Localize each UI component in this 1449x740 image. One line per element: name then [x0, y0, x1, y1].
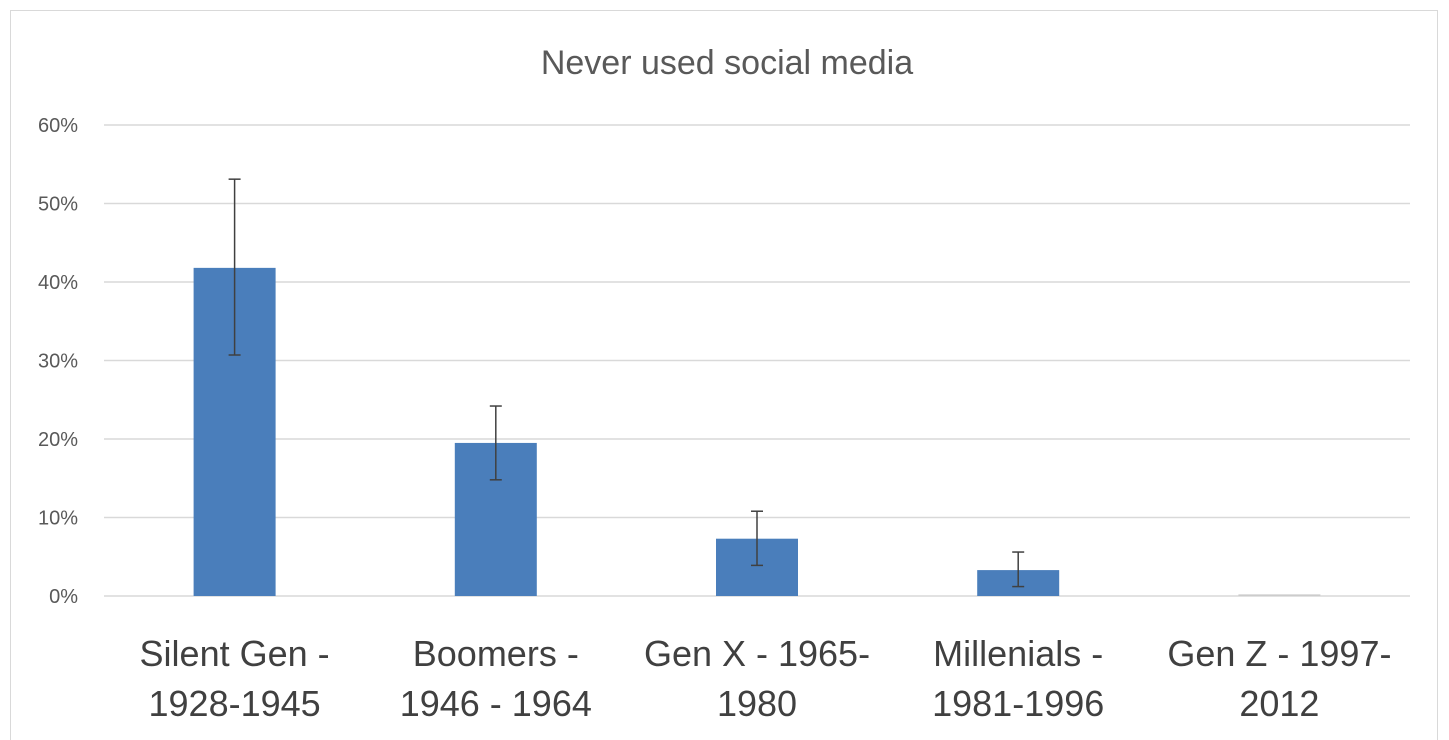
y-tick-label: 20% — [38, 429, 78, 451]
y-tick-label: 10% — [38, 508, 78, 530]
x-axis-ticks: Silent Gen -1928-1945 Boomers -1946 - 196… — [140, 633, 1392, 724]
x-tick-label: Silent Gen -1928-1945 — [140, 633, 330, 724]
y-tick-label: 40% — [38, 272, 78, 294]
chart-title: Never used social media — [541, 44, 913, 82]
y-tick-label: 60% — [38, 115, 78, 137]
y-tick-label: 30% — [38, 351, 78, 373]
bars — [193, 267, 1321, 596]
x-tick-label: Boomers -1946 - 1964 — [400, 633, 592, 724]
y-axis-ticks: 0% 10% 20% 30% 40% 50% 60% — [38, 115, 78, 608]
x-tick-label: Gen X - 1965-1980 — [644, 633, 870, 724]
error-bar — [489, 405, 502, 481]
error-bars — [228, 178, 1025, 588]
x-tick-label: Gen Z - 1997-2012 — [1167, 633, 1391, 724]
error-bar — [1012, 551, 1025, 588]
x-tick-label: Millenials -1981-1996 — [932, 633, 1104, 724]
y-tick-label: 50% — [38, 194, 78, 216]
y-tick-label: 0% — [49, 586, 78, 608]
error-bar — [228, 178, 241, 356]
error-bar — [751, 510, 763, 567]
